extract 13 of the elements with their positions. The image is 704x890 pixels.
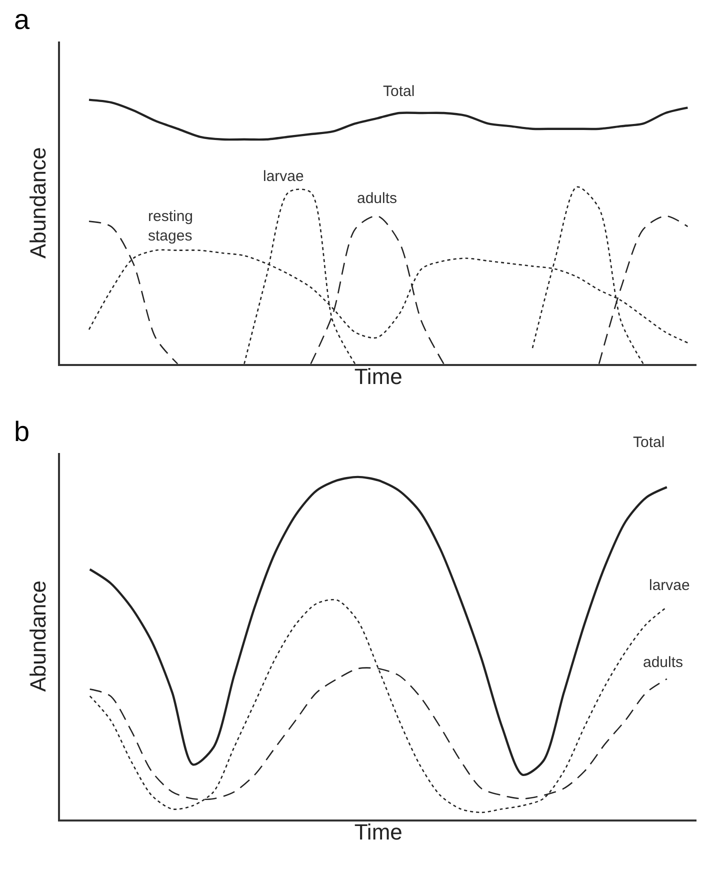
y-axis-title: Abundance — [26, 580, 51, 692]
series-label: larvae — [263, 168, 304, 185]
series-label: resting stages — [148, 208, 194, 244]
chart-title: b — [14, 416, 30, 447]
series-label: larvae — [649, 577, 690, 594]
text: Total — [633, 434, 665, 451]
series-label: adults — [643, 654, 684, 671]
x-axis-title: Time — [354, 364, 402, 390]
y-axis-title: Abundance — [26, 147, 51, 258]
series-label: Total — [383, 83, 415, 100]
series-label: adults — [357, 190, 398, 207]
x-axis-title: Time — [354, 819, 402, 844]
chart-title: a — [14, 4, 30, 35]
